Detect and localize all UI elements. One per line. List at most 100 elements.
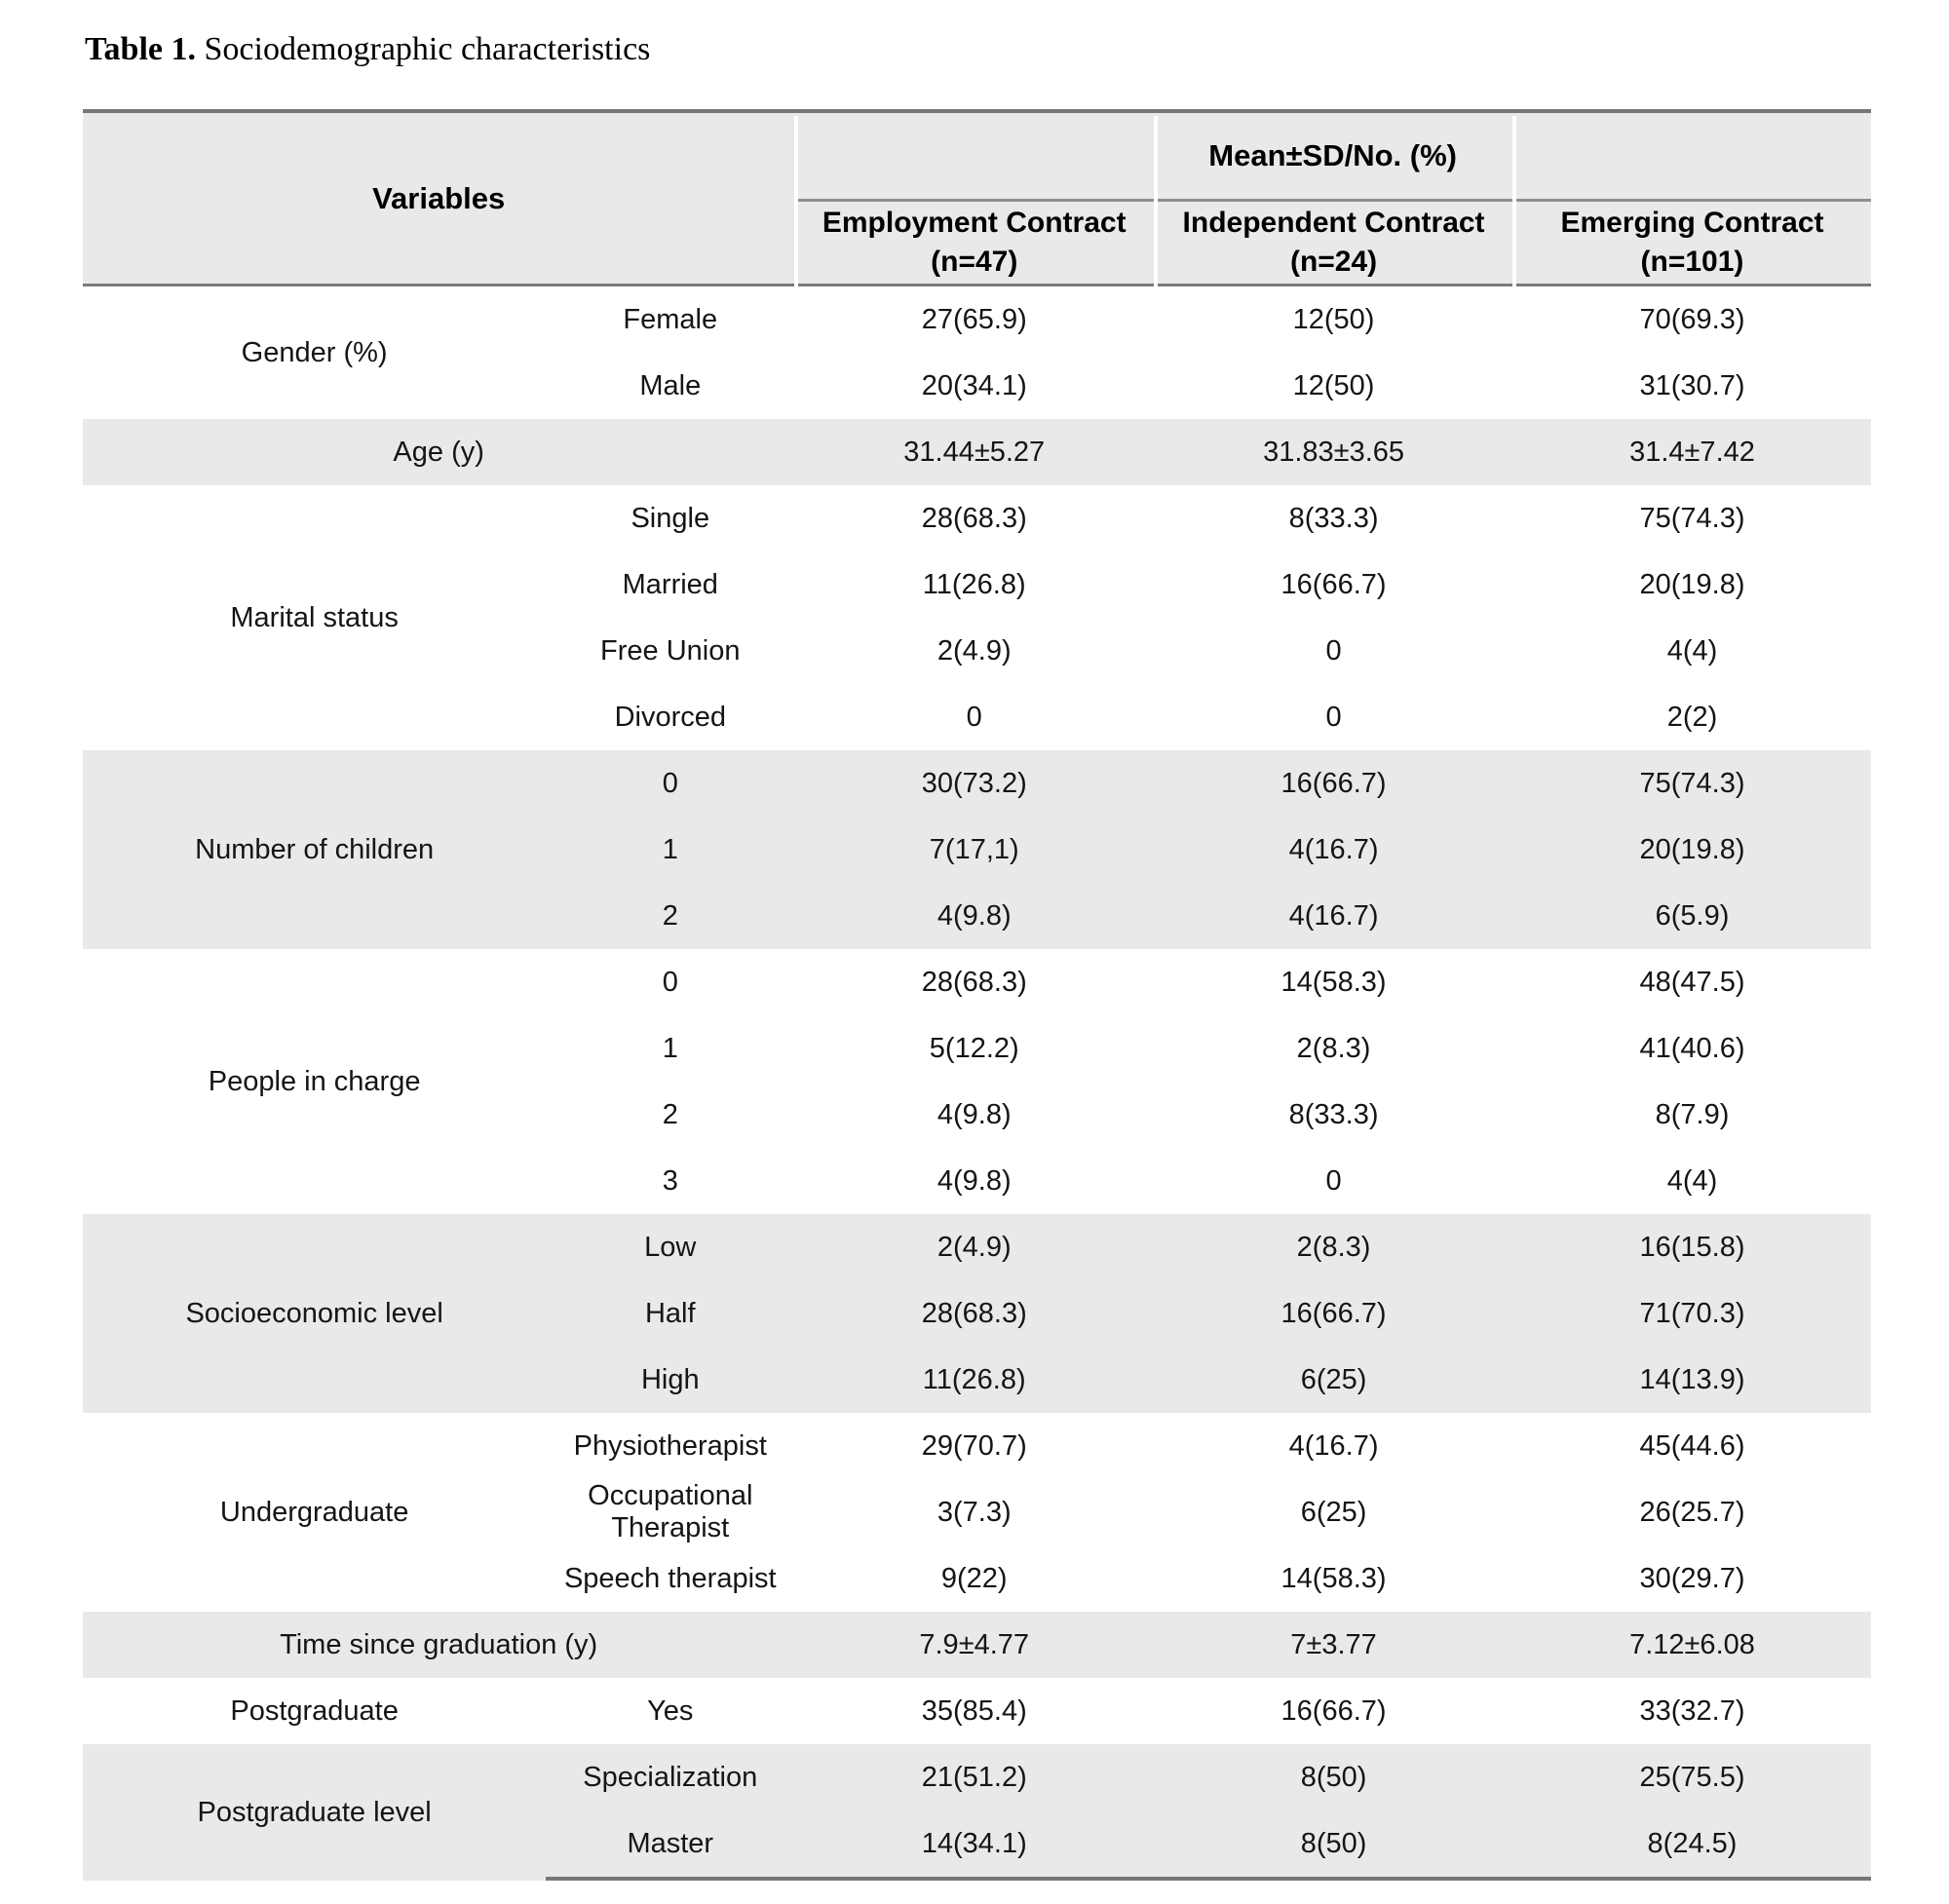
value-cell: 2(4.9) bbox=[794, 1214, 1155, 1280]
column-header-label: Employment Contract bbox=[822, 207, 1127, 239]
value-cell: 7.12±6.08 bbox=[1512, 1612, 1871, 1678]
column-header-emerging: Emerging Contract (n=101) bbox=[1512, 202, 1871, 286]
column-gap-divider bbox=[794, 116, 799, 287]
table-row: 3 4(9.8) 0 4(4) bbox=[83, 1148, 1871, 1214]
value-cell: 75(74.3) bbox=[1512, 485, 1871, 552]
group-label-cell: Postgraduate bbox=[83, 1678, 547, 1744]
value-cell: 30(73.2) bbox=[794, 750, 1155, 817]
value-cell: 21(51.2) bbox=[794, 1744, 1155, 1810]
value-cell: 16(15.8) bbox=[1512, 1214, 1871, 1280]
value-cell: 16(66.7) bbox=[1154, 1280, 1513, 1347]
value-cell: 4(4) bbox=[1512, 1148, 1871, 1214]
value-cell: 31.44±5.27 bbox=[794, 419, 1155, 485]
sub-label-cell: 3 bbox=[546, 1148, 795, 1214]
value-cell: 0 bbox=[794, 684, 1155, 750]
value-cell: 31(30.7) bbox=[1512, 353, 1871, 419]
value-cell: 6(25) bbox=[1154, 1347, 1513, 1413]
value-cell: 27(65.9) bbox=[794, 286, 1155, 353]
value-cell: 7±3.77 bbox=[1154, 1612, 1513, 1678]
value-cell: 71(70.3) bbox=[1512, 1280, 1871, 1347]
value-cell: 0 bbox=[1154, 618, 1513, 684]
value-cell: 0 bbox=[1154, 1148, 1513, 1214]
table-row: Married 11(26.8) 16(66.7) 20(19.8) bbox=[83, 552, 1871, 618]
group-label-cell: Time since graduation (y) bbox=[83, 1612, 795, 1678]
group-label-cell: People in charge bbox=[83, 949, 547, 1214]
sub-label-cell: Married bbox=[546, 552, 795, 618]
value-cell: 2(2) bbox=[1512, 684, 1871, 750]
column-header-employment: Employment Contract (n=47) bbox=[794, 202, 1155, 286]
value-cell: 45(44.6) bbox=[1512, 1413, 1871, 1479]
sub-label-cell: Single bbox=[546, 485, 795, 552]
value-cell: 41(40.6) bbox=[1512, 1015, 1871, 1082]
value-cell: 20(19.8) bbox=[1512, 552, 1871, 618]
value-cell: 8(33.3) bbox=[1154, 485, 1513, 552]
sub-label-cell: High bbox=[546, 1347, 795, 1413]
value-cell: 35(85.4) bbox=[794, 1678, 1155, 1744]
group-label-cell: Undergraduate bbox=[83, 1413, 547, 1612]
column-header-independent: Independent Contract (n=24) bbox=[1154, 202, 1513, 286]
column-header-label: Emerging Contract bbox=[1560, 207, 1824, 239]
value-cell: 26(25.7) bbox=[1512, 1479, 1871, 1545]
table-row: Half 28(68.3) 16(66.7) 71(70.3) bbox=[83, 1280, 1871, 1347]
value-cell: 25(75.5) bbox=[1512, 1744, 1871, 1810]
table-row: Speech therapist 9(22) 14(58.3) 30(29.7) bbox=[83, 1545, 1871, 1612]
sub-label-cell: Occupational Therapist bbox=[546, 1479, 795, 1545]
column-gap-divider bbox=[1154, 116, 1159, 287]
value-cell: 4(16.7) bbox=[1154, 817, 1513, 883]
value-cell: 4(9.8) bbox=[794, 1082, 1155, 1148]
value-cell: 33(32.7) bbox=[1512, 1678, 1871, 1744]
column-header-n: (n=47) bbox=[931, 246, 1018, 278]
sub-label-cell: 1 bbox=[546, 817, 795, 883]
value-cell: 8(24.5) bbox=[1512, 1810, 1871, 1881]
table-row: 2 4(9.8) 4(16.7) 6(5.9) bbox=[83, 883, 1871, 949]
table-row: Free Union 2(4.9) 0 4(4) bbox=[83, 618, 1871, 684]
column-gap-divider bbox=[1512, 116, 1517, 287]
column-header-n: (n=24) bbox=[1289, 246, 1378, 278]
value-cell: 9(22) bbox=[794, 1545, 1155, 1612]
value-cell: 14(34.1) bbox=[794, 1810, 1155, 1881]
value-cell: 28(68.3) bbox=[794, 485, 1155, 552]
value-cell: 16(66.7) bbox=[1154, 1678, 1513, 1744]
table-caption-number: Table 1. bbox=[85, 31, 197, 67]
mean-sd-header-cell: Mean±SD/No. (%) bbox=[794, 109, 1871, 202]
table-row: Undergraduate Physiotherapist 29(70.7) 4… bbox=[83, 1413, 1871, 1612]
value-cell: 20(34.1) bbox=[794, 353, 1155, 419]
group-label-cell: Marital status bbox=[83, 485, 547, 750]
table-row: Socioeconomic level Low 2(4.9) 2(8.3) 16… bbox=[83, 1214, 1871, 1413]
table-row: People in charge 0 28(68.3) 14(58.3) 48(… bbox=[83, 949, 1871, 1214]
sub-label-cell: Low bbox=[546, 1214, 795, 1280]
sub-label-cell: 2 bbox=[546, 883, 795, 949]
column-header-n: (n=101) bbox=[1640, 246, 1744, 278]
group-label-cell: Age (y) bbox=[83, 419, 795, 485]
table-row: Master 14(34.1) 8(50) 8(24.5) bbox=[83, 1810, 1871, 1881]
value-cell: 8(50) bbox=[1154, 1810, 1513, 1881]
value-cell: 5(12.2) bbox=[794, 1015, 1155, 1082]
value-cell: 16(66.7) bbox=[1154, 750, 1513, 817]
value-cell: 75(74.3) bbox=[1512, 750, 1871, 817]
value-cell: 11(26.8) bbox=[794, 552, 1155, 618]
group-label-cell: Number of children bbox=[83, 750, 547, 949]
sub-label-cell: Physiotherapist bbox=[546, 1413, 795, 1479]
header-row-columns: Employment Contract (n=47) Independent C… bbox=[83, 202, 1871, 286]
value-cell: 28(68.3) bbox=[794, 1280, 1155, 1347]
value-cell: 16(66.7) bbox=[1154, 552, 1513, 618]
value-cell: 28(68.3) bbox=[794, 949, 1155, 1015]
table-row: Divorced 0 0 2(2) bbox=[83, 684, 1871, 750]
value-cell: 3(7.3) bbox=[794, 1479, 1155, 1545]
sub-label-cell: Male bbox=[546, 353, 795, 419]
value-cell: 70(69.3) bbox=[1512, 286, 1871, 353]
sub-label-cell: Speech therapist bbox=[546, 1545, 795, 1612]
value-cell: 2(4.9) bbox=[794, 618, 1155, 684]
value-cell: 12(50) bbox=[1154, 353, 1513, 419]
value-cell: 8(50) bbox=[1154, 1744, 1513, 1810]
table-row: Postgraduate Yes 35(85.4) 16(66.7) 33(32… bbox=[83, 1678, 1871, 1744]
value-cell: 6(5.9) bbox=[1512, 883, 1871, 949]
table-row: Number of children 0 30(73.2) 16(66.7) 7… bbox=[83, 750, 1871, 949]
table-row: High 11(26.8) 6(25) 14(13.9) bbox=[83, 1347, 1871, 1413]
table-row: Gender (%) Female 27(65.9) 12(50) 70(69.… bbox=[83, 286, 1871, 419]
group-label-cell: Postgraduate level bbox=[83, 1744, 547, 1881]
value-cell: 7.9±4.77 bbox=[794, 1612, 1155, 1678]
sub-label-cell: Free Union bbox=[546, 618, 795, 684]
value-cell: 8(33.3) bbox=[1154, 1082, 1513, 1148]
